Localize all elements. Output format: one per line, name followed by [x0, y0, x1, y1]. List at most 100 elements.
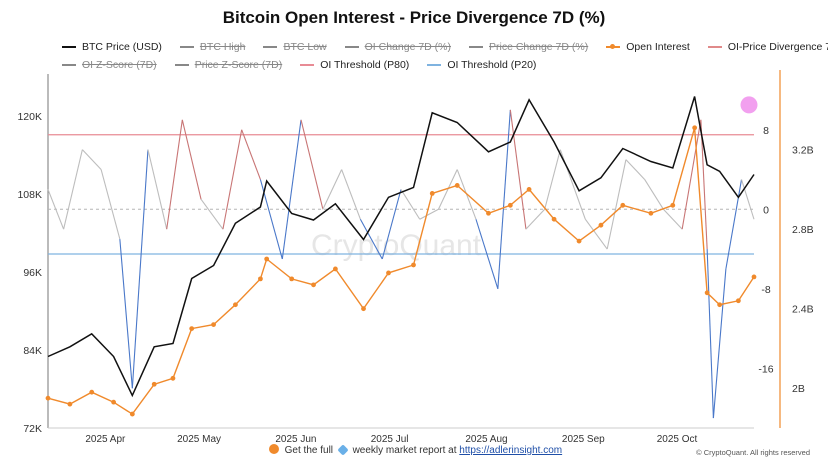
divergence-segment	[200, 199, 224, 230]
divergence-segment	[625, 159, 646, 180]
y-tick-label-oi: 2.4B	[792, 304, 814, 316]
y-tick-label-price: 96K	[23, 267, 42, 279]
legend-item[interactable]: OI-Price Divergence 7D (%)	[707, 41, 828, 53]
legend-row-1: BTC Price (USD) BTC High BTC Low OI Change …	[62, 38, 828, 56]
legend-item[interactable]: BTC Low	[263, 41, 327, 53]
divergence-segment	[700, 119, 708, 250]
divergence-segment	[47, 189, 65, 230]
divergence-segment	[525, 208, 546, 230]
open-interest-point	[551, 216, 557, 222]
open-interest-point	[289, 276, 295, 282]
footer: Get the full weekly market report at htt…	[0, 444, 828, 456]
open-interest-point	[411, 262, 416, 268]
divergence-segment	[663, 208, 683, 230]
legend-label: OI Change 7D (%)	[364, 41, 451, 53]
legend-item[interactable]: Open Interest	[606, 41, 690, 53]
series-open-interest-line	[47, 127, 755, 416]
legend-label: BTC High	[199, 41, 246, 53]
divergence-segment	[497, 109, 511, 289]
y-tick-label-price: 72K	[23, 423, 42, 435]
y-tick-label-price: 84K	[23, 345, 42, 357]
legend-item[interactable]: OI Z-Score (7D)	[62, 59, 157, 71]
open-interest-point	[486, 210, 491, 216]
footer-prefix: Get the full	[284, 445, 334, 456]
diamond-icon	[337, 444, 349, 456]
open-interest-point	[692, 125, 698, 131]
divergence-segment	[706, 249, 714, 419]
legend-label: OI Z-Score (7D)	[82, 59, 157, 71]
legend-item[interactable]: OI Threshold (P80)	[300, 59, 409, 71]
copyright: © CryptoQuant. All rights reserved	[696, 448, 810, 457]
legend-item[interactable]: BTC High	[179, 41, 246, 53]
legend-swatch	[707, 46, 722, 48]
open-interest-point	[89, 389, 95, 395]
y-tick-label-oi: 2.8B	[792, 224, 814, 236]
divergence-segment	[131, 149, 149, 389]
x-tick-label: 2025 Aug	[465, 434, 507, 445]
divergence-segment	[322, 169, 343, 210]
divergence-segment	[119, 239, 133, 389]
legend-item[interactable]: Price Z-Score (7D)	[174, 59, 282, 71]
legend-item[interactable]: OI Threshold (P20)	[427, 59, 536, 71]
x-tick-label: 2025 Jul	[371, 434, 409, 445]
legend-swatch	[300, 64, 315, 66]
x-tick-label: 2025 Apr	[85, 434, 126, 445]
x-tick-label: 2025 Jun	[275, 434, 316, 445]
divergence-segment	[584, 218, 608, 250]
divergence-segment	[341, 169, 361, 220]
legend-label: Price Change 7D (%)	[489, 41, 589, 53]
footer-link[interactable]: https://adlerinsight.com	[459, 445, 563, 456]
open-interest-point	[507, 202, 513, 208]
divergence-segment	[63, 149, 83, 230]
legend-swatch	[62, 64, 76, 66]
divergence-segment	[644, 179, 664, 210]
y-tick-label-price: 120K	[17, 111, 42, 123]
open-interest-point	[670, 202, 676, 208]
series-btc-price-line	[47, 96, 755, 398]
open-interest-point	[717, 302, 723, 308]
legend-swatch	[174, 64, 189, 66]
open-interest-point	[111, 399, 117, 405]
y-tick-label-oi: 3.2B	[792, 145, 814, 157]
divergence-segment	[544, 149, 561, 210]
open-interest-point	[648, 210, 654, 216]
divergence-segment	[222, 129, 243, 230]
divergence-segment	[381, 189, 402, 260]
x-tick-label: 2025 Sep	[562, 434, 605, 445]
y-tick-label-oi: 2B	[792, 383, 805, 395]
legend-swatch	[263, 46, 278, 48]
open-interest-point	[454, 183, 460, 188]
legend-item[interactable]: BTC Price (USD)	[62, 41, 162, 53]
divergence-segment	[475, 219, 499, 289]
open-interest-point	[258, 276, 263, 282]
divergence-segment	[712, 268, 727, 419]
open-interest-point	[361, 306, 366, 312]
orange-circle-icon	[268, 444, 279, 454]
divergence-segment	[509, 109, 527, 230]
footer-middle: weekly market report at	[352, 445, 457, 456]
open-interest-point	[576, 238, 582, 244]
legend-label: OI Threshold (P20)	[447, 59, 537, 71]
open-interest-point	[429, 190, 435, 196]
open-interest-point	[311, 282, 316, 288]
y-tick-label-divergence: -8	[761, 284, 770, 296]
legend-swatch	[344, 46, 359, 48]
divergence-segment	[181, 119, 202, 200]
open-interest-point	[170, 375, 176, 381]
open-interest-point	[189, 326, 195, 331]
open-interest-point	[751, 274, 757, 280]
divergence-segment	[300, 119, 324, 210]
divergence-segment	[81, 149, 102, 170]
divergence-segment	[681, 119, 702, 230]
legend-row-2: OI Z-Score (7D) Price Z-Score (7D) OI Thre…	[62, 56, 782, 74]
open-interest-point	[598, 222, 604, 228]
legend-label: BTC Price (USD)	[82, 41, 162, 53]
legend-item[interactable]: Price Change 7D (%)	[469, 41, 588, 53]
open-interest-point	[211, 322, 216, 328]
divergence-segment	[241, 129, 261, 180]
open-interest-point	[735, 298, 741, 304]
legend-item[interactable]: OI Change 7D (%)	[344, 41, 451, 53]
x-tick-label: 2025 Oct	[657, 434, 698, 445]
